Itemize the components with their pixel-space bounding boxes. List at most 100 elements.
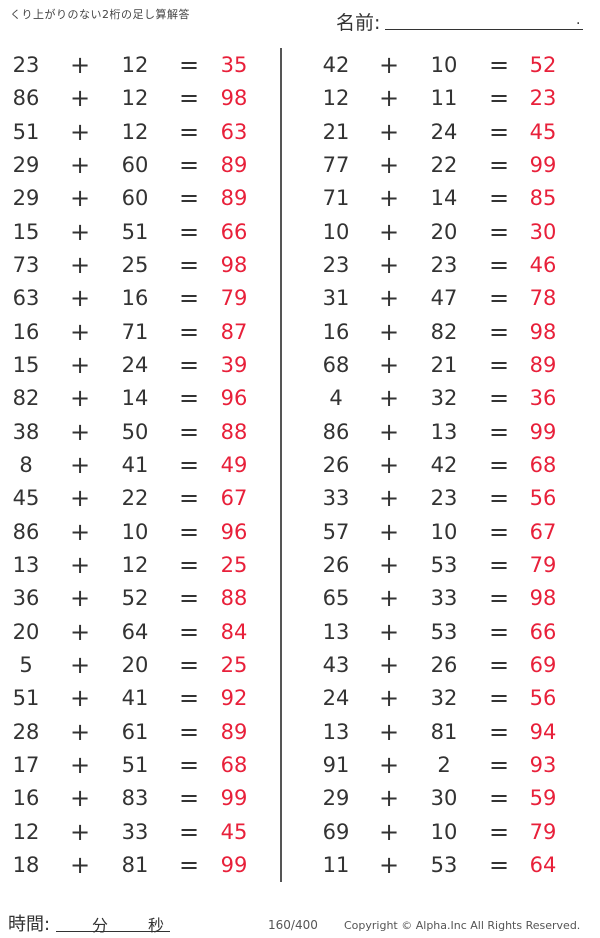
answer: 67 (220, 486, 248, 511)
answer: 35 (220, 53, 248, 77)
addend-b: 53 (430, 852, 458, 877)
plus-sign: + (378, 150, 400, 179)
answer: 93 (529, 752, 557, 777)
minutes-label: 分 (92, 916, 109, 935)
equals-sign: = (488, 450, 510, 479)
addend-a: 16 (12, 319, 40, 344)
answer: 59 (529, 786, 557, 811)
time-field-line (56, 931, 170, 932)
plus-sign: + (378, 184, 400, 213)
addend-a: 24 (322, 686, 350, 711)
answer: 89 (529, 352, 557, 377)
answer: 79 (220, 286, 248, 311)
equals-sign: = (178, 750, 200, 779)
addend-b: 41 (121, 452, 149, 477)
plus-sign: + (378, 317, 400, 346)
addend-b: 82 (430, 319, 458, 344)
addend-b: 13 (430, 419, 458, 444)
equals-sign: = (178, 250, 200, 279)
plus-sign: + (69, 717, 91, 746)
addend-a: 29 (12, 152, 40, 177)
plus-sign: + (69, 484, 91, 513)
answer: 88 (220, 419, 248, 444)
addend-b: 23 (430, 252, 458, 277)
answer: 68 (220, 752, 248, 777)
equals-sign: = (488, 250, 510, 279)
answer: 96 (220, 386, 248, 411)
equals-sign: = (178, 217, 200, 246)
plus-sign: + (69, 650, 91, 679)
addend-a: 16 (322, 319, 350, 344)
answer: 92 (220, 686, 248, 711)
answer: 45 (529, 119, 557, 144)
addend-a: 13 (322, 719, 350, 744)
addend-b: 71 (121, 319, 149, 344)
equals-sign: = (178, 784, 200, 813)
addend-b: 12 (121, 552, 149, 577)
answer: 63 (220, 119, 248, 144)
equals-sign: = (488, 584, 510, 613)
plus-sign: + (69, 384, 91, 413)
answer: 98 (220, 252, 248, 277)
addend-b: 12 (121, 86, 149, 111)
addend-a: 26 (322, 452, 350, 477)
addend-a: 21 (322, 119, 350, 144)
answer: 88 (220, 586, 248, 611)
plus-sign: + (69, 150, 91, 179)
equals-sign: = (488, 617, 510, 646)
addend-a: 42 (322, 53, 350, 77)
answer: 49 (220, 452, 248, 477)
addend-b: 25 (121, 252, 149, 277)
plus-sign: + (378, 750, 400, 779)
addend-a: 86 (12, 86, 40, 111)
addend-b: 20 (430, 219, 458, 244)
plus-sign: + (69, 184, 91, 213)
plus-sign: + (378, 717, 400, 746)
column-divider (280, 48, 282, 882)
answer: 30 (529, 219, 557, 244)
addend-a: 63 (12, 286, 40, 311)
answer: 89 (220, 152, 248, 177)
addend-a: 82 (12, 386, 40, 411)
addend-a: 15 (12, 352, 40, 377)
equals-sign: = (488, 350, 510, 379)
answer: 99 (529, 152, 557, 177)
equals-sign: = (488, 550, 510, 579)
addend-a: 16 (12, 786, 40, 811)
answer: 98 (220, 86, 248, 111)
addend-b: 14 (121, 386, 149, 411)
equals-sign: = (178, 417, 200, 446)
addend-b: 33 (121, 819, 149, 844)
plus-sign: + (69, 617, 91, 646)
addend-a: 45 (12, 486, 40, 511)
equals-sign: = (178, 117, 200, 146)
plus-sign: + (69, 317, 91, 346)
addend-b: 16 (121, 286, 149, 311)
addend-a: 91 (322, 752, 350, 777)
answer: 25 (220, 652, 248, 677)
addend-b: 51 (121, 752, 149, 777)
name-end-dot: . (576, 12, 581, 28)
equals-sign: = (178, 150, 200, 179)
answer: 99 (220, 786, 248, 811)
addend-a: 73 (12, 252, 40, 277)
plus-sign: + (69, 350, 91, 379)
addend-a: 15 (12, 219, 40, 244)
addend-b: 2 (437, 752, 451, 777)
addend-a: 69 (322, 819, 350, 844)
answer: 36 (529, 386, 557, 411)
equals-sign: = (488, 650, 510, 679)
plus-sign: + (378, 617, 400, 646)
addend-a: 13 (322, 619, 350, 644)
equals-sign: = (178, 850, 200, 879)
addend-a: 29 (322, 786, 350, 811)
plus-sign: + (378, 550, 400, 579)
addend-b: 64 (121, 619, 149, 644)
addend-a: 12 (322, 86, 350, 111)
equals-sign: = (178, 717, 200, 746)
plus-sign: + (378, 250, 400, 279)
equals-sign: = (488, 51, 510, 79)
equals-sign: = (488, 217, 510, 246)
plus-sign: + (378, 484, 400, 513)
equals-sign: = (488, 184, 510, 213)
